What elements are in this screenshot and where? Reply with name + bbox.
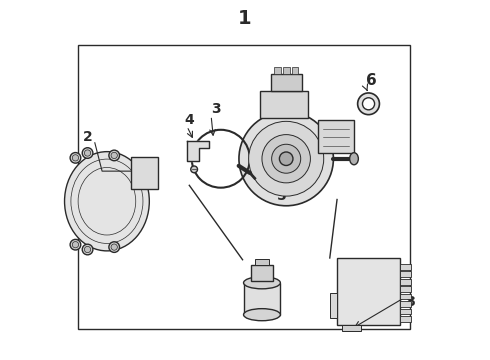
Bar (400, 264, 411, 270)
Bar (270, 74, 302, 91)
Ellipse shape (350, 153, 358, 165)
Polygon shape (187, 141, 209, 161)
Ellipse shape (244, 309, 280, 321)
Text: 7: 7 (257, 269, 267, 283)
Ellipse shape (84, 150, 91, 156)
Ellipse shape (239, 112, 333, 206)
Bar (274, 67, 281, 74)
Ellipse shape (262, 135, 310, 183)
Bar (400, 316, 411, 322)
Ellipse shape (191, 166, 197, 173)
Text: 6: 6 (366, 73, 376, 88)
Bar (292, 67, 298, 74)
Text: 5: 5 (276, 189, 286, 203)
Bar (330, 293, 337, 318)
Ellipse shape (73, 155, 78, 161)
Bar (255, 259, 269, 265)
Ellipse shape (82, 244, 93, 255)
Bar (318, 120, 354, 153)
Bar (283, 67, 290, 74)
Ellipse shape (65, 152, 149, 251)
Bar (131, 157, 158, 189)
Ellipse shape (70, 153, 81, 163)
Ellipse shape (73, 242, 78, 248)
Ellipse shape (82, 148, 93, 158)
Bar (400, 286, 411, 292)
Bar (400, 294, 411, 300)
Text: 2: 2 (83, 130, 93, 144)
Bar (337, 258, 400, 325)
Text: 4: 4 (184, 113, 194, 127)
Ellipse shape (358, 93, 379, 114)
Ellipse shape (279, 152, 293, 166)
Ellipse shape (109, 150, 120, 161)
Bar (400, 301, 411, 307)
Bar (251, 265, 272, 281)
Text: 1: 1 (238, 9, 252, 28)
Ellipse shape (244, 277, 280, 289)
Ellipse shape (363, 98, 374, 110)
FancyBboxPatch shape (260, 91, 308, 118)
Ellipse shape (111, 244, 117, 250)
Ellipse shape (70, 239, 81, 250)
Ellipse shape (84, 246, 91, 253)
Text: 8: 8 (405, 295, 415, 309)
Ellipse shape (248, 121, 324, 196)
Ellipse shape (109, 242, 120, 252)
Ellipse shape (111, 152, 117, 158)
Bar (400, 271, 411, 277)
Text: 3: 3 (211, 102, 221, 116)
Bar (400, 279, 411, 284)
Bar (342, 325, 361, 330)
Bar (400, 309, 411, 314)
Ellipse shape (271, 144, 301, 173)
Bar (78, 45, 410, 329)
Bar (244, 283, 280, 315)
